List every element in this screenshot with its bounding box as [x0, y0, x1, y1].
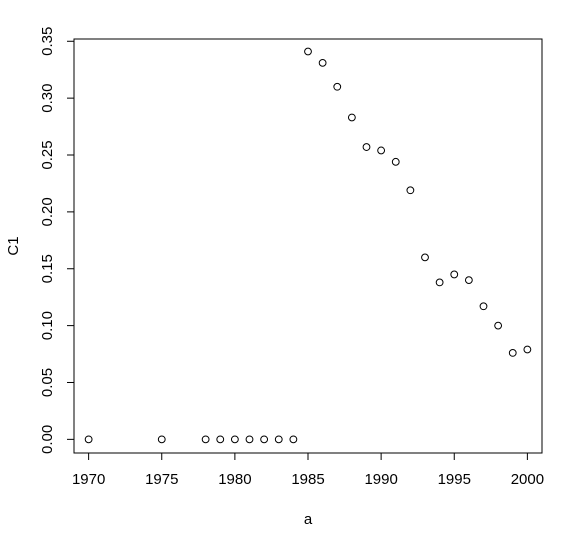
- data-point: [523, 345, 532, 354]
- y-axis: 0.00 0.05 0.10 0.15 0.20 0.25 0.30 0.35: [39, 27, 75, 454]
- y-tick-label: 0.20: [39, 197, 56, 226]
- data-point: [230, 435, 239, 444]
- data-point: [201, 435, 210, 444]
- x-tick-label: 1980: [218, 471, 251, 488]
- data-point: [318, 58, 327, 67]
- y-tick-label: 0.35: [39, 27, 56, 56]
- data-point: [347, 113, 356, 122]
- data-point: [391, 157, 400, 166]
- x-tick-label: 1995: [438, 471, 471, 488]
- data-point: [362, 143, 371, 151]
- y-tick-label: 0.30: [39, 84, 56, 113]
- data-point: [406, 186, 415, 195]
- data-point: [464, 276, 473, 285]
- data-point: [304, 47, 312, 56]
- data-point: [421, 253, 429, 262]
- x-tick-label: 1990: [364, 471, 397, 488]
- y-tick-label: 0.00: [39, 425, 56, 454]
- data-point: [494, 321, 503, 330]
- data-point: [479, 302, 488, 311]
- x-axis: 1970 1975 1980 1985 1990 1995 2000: [72, 452, 544, 488]
- y-tick-label: 0.05: [39, 368, 56, 397]
- y-tick-label: 0.15: [39, 254, 56, 283]
- plot-frame: [73, 38, 543, 454]
- data-point: [260, 435, 269, 444]
- data-point: [157, 435, 166, 444]
- x-tick-label: 1970: [72, 471, 105, 488]
- y-tick-label: 0.25: [39, 140, 56, 169]
- x-tick-label: 2000: [511, 471, 544, 488]
- x-axis-title: a: [304, 511, 313, 528]
- y-tick-label: 0.10: [39, 311, 56, 340]
- data-point: [508, 349, 517, 357]
- x-tick-label: 1985: [291, 471, 324, 488]
- data-point: [245, 435, 254, 444]
- data-point: [377, 146, 386, 155]
- data-point: [450, 270, 459, 279]
- data-point: [289, 435, 298, 444]
- data-point: [435, 278, 444, 287]
- x-tick-label: 1975: [145, 471, 178, 488]
- y-axis-title: C1: [5, 236, 22, 255]
- data-points: [84, 47, 532, 444]
- data-point: [216, 435, 225, 444]
- data-point: [274, 435, 283, 444]
- data-point: [84, 435, 93, 444]
- data-point: [333, 82, 342, 91]
